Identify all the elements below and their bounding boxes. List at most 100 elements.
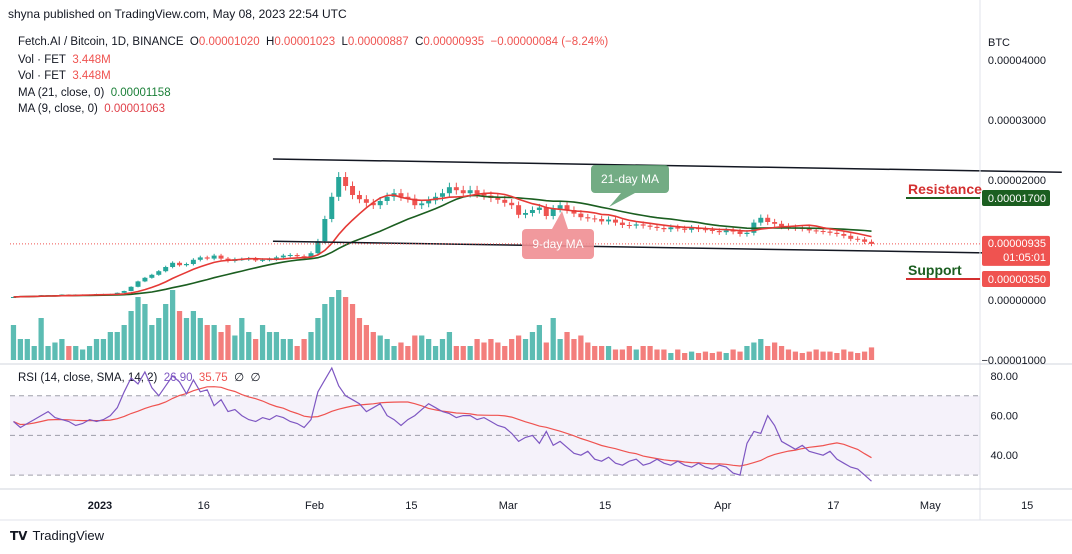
volume-bar — [550, 318, 556, 360]
volume-bar — [640, 346, 646, 360]
price-tick-label: 0.00002000 — [988, 175, 1046, 187]
volume-bar — [100, 339, 107, 360]
ma21-label: MA (21, close, 0) — [18, 87, 105, 99]
volume-bar — [682, 353, 688, 360]
volume-bar — [169, 290, 176, 360]
candle-body — [523, 213, 529, 215]
candle-body — [467, 190, 473, 194]
volume-bar — [730, 349, 736, 360]
candle-body — [356, 195, 362, 200]
candle-body — [612, 219, 618, 223]
candle-body — [862, 239, 868, 242]
volume-bar — [460, 346, 466, 360]
candle-body — [197, 257, 203, 260]
publish-line: shyna published on TradingView.com, May … — [8, 7, 347, 21]
annotations: Resistance 0.00001700 Support 0.00000350 21-… — [522, 165, 1050, 287]
close-value: 0.00000935 — [423, 36, 485, 48]
volume-bar — [813, 349, 819, 360]
rsi-line — [13, 366, 872, 482]
candle-body — [550, 208, 556, 216]
volume-bar — [626, 346, 632, 360]
trendlines[interactable] — [272, 158, 1062, 254]
volume-bar — [841, 349, 847, 360]
volume-bar — [488, 339, 494, 360]
volume-bar — [599, 346, 605, 360]
volume-value: 3.448M — [72, 70, 111, 82]
candle-body — [834, 232, 840, 234]
volume-bar — [612, 349, 619, 360]
candle-body — [474, 190, 480, 194]
volume-bar — [654, 349, 660, 360]
volume-bar — [778, 346, 785, 360]
volume-bar — [799, 353, 805, 360]
candle-body — [142, 277, 148, 282]
volume-bar — [633, 349, 639, 360]
volume-bar — [716, 351, 722, 360]
volume-bar — [668, 353, 674, 360]
volume-bar — [536, 325, 542, 360]
volume-bar — [315, 318, 321, 360]
candle-body — [668, 227, 674, 230]
candle-body — [343, 177, 349, 186]
volume-bar — [336, 290, 342, 360]
resistance-badge — [982, 190, 1050, 206]
trendline-support — [272, 240, 1007, 254]
candle-body — [170, 262, 176, 267]
candle-body — [682, 228, 688, 230]
volume-bar — [128, 311, 134, 360]
volume-bar — [66, 346, 72, 360]
candle-body — [543, 207, 549, 216]
volume-bar — [253, 339, 259, 360]
trendline-resistance — [272, 158, 1062, 173]
volume-bar — [709, 353, 715, 360]
candles[interactable] — [10, 172, 874, 298]
candle-body — [294, 255, 300, 257]
volume-bars — [10, 290, 875, 360]
volume-bar — [121, 325, 127, 360]
volume-bar — [225, 325, 231, 360]
volume-label: Vol · FET — [18, 54, 66, 66]
rsi-label: RSI (14, close, SMA, 14, 2) — [18, 372, 158, 384]
volume-bar — [426, 339, 432, 360]
volume-bar — [446, 332, 453, 360]
candle-body — [426, 200, 432, 204]
volume-bar — [806, 351, 812, 360]
candle-body — [841, 234, 847, 236]
volume-bar — [432, 346, 439, 360]
ma21-legend[interactable]: MA (21, close, 0) 0.00001158 — [18, 87, 171, 99]
candle-body — [114, 292, 120, 294]
candle-body — [772, 222, 778, 224]
rsi-legend[interactable]: RSI (14, close, SMA, 14, 2) 26.90 35.75 … — [18, 370, 261, 384]
ma9-legend[interactable]: MA (9, close, 0) 0.00001063 — [18, 103, 165, 115]
candle-body — [654, 226, 660, 228]
volume-bar — [834, 353, 840, 360]
volume-bar — [190, 311, 197, 360]
volume-bar — [848, 351, 854, 360]
volume-bar — [605, 346, 612, 360]
volume-bar — [737, 351, 743, 360]
tradingview-logo-icon: ⁠TV — [10, 528, 28, 543]
time-tick-label: Apr — [714, 500, 731, 512]
volume-bar — [439, 339, 446, 360]
volume-bar — [45, 346, 51, 360]
volume-bar — [259, 325, 266, 360]
volume-legend-1[interactable]: Vol · FET 3.448M — [18, 54, 111, 66]
symbol-name[interactable]: Fetch.AI / Bitcoin, 1D, BINANCE — [18, 36, 184, 48]
candle-body — [758, 217, 764, 223]
volume-bar — [557, 339, 563, 360]
open-label: O — [189, 36, 199, 48]
volume-bar — [543, 342, 549, 360]
volume-bar — [772, 342, 778, 360]
volume-bar — [232, 335, 238, 360]
volume-bar — [412, 335, 418, 360]
volume-bar — [24, 339, 30, 360]
volume-bar — [827, 351, 833, 360]
candle-body — [363, 199, 369, 203]
volume-bar — [211, 325, 217, 360]
volume-bar — [204, 325, 210, 360]
tradingview-brand[interactable]: ⁠TV TradingView — [10, 528, 104, 543]
ma9-callout-box — [522, 229, 594, 259]
volume-value: 3.448M — [72, 54, 111, 66]
volume-legend-2[interactable]: Vol · FET 3.448M — [18, 70, 111, 82]
